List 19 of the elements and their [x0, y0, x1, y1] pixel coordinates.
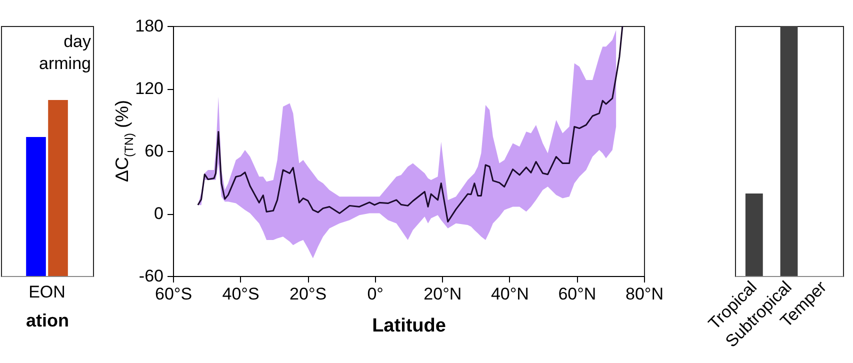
- y-tick-label: 60: [144, 142, 164, 160]
- y-tick-label: -60: [138, 266, 164, 286]
- x-axis-title: ation: [26, 310, 69, 330]
- y-tick-label: 120: [135, 79, 164, 98]
- line-series: [197, 26, 624, 222]
- x-tick-label: 20°S: [290, 284, 327, 304]
- x-tick-label: 0°: [367, 284, 384, 304]
- x-tick-label: 40°S: [222, 284, 260, 304]
- x-tick-label: EON: [28, 282, 66, 302]
- x-tick-label: 60°S: [154, 284, 192, 304]
- y-tick-label: 0: [154, 204, 164, 223]
- text: arming: [39, 54, 91, 73]
- x-tick-label: 80°N: [626, 284, 664, 304]
- x-axis-title: Latitude: [372, 316, 446, 336]
- y-tick-label: 180: [135, 16, 164, 36]
- x-tick-label: 20°N: [424, 284, 462, 304]
- x-tick-label: 60°N: [558, 284, 596, 304]
- text: day: [64, 32, 92, 51]
- x-tick-label: 40°N: [490, 284, 529, 304]
